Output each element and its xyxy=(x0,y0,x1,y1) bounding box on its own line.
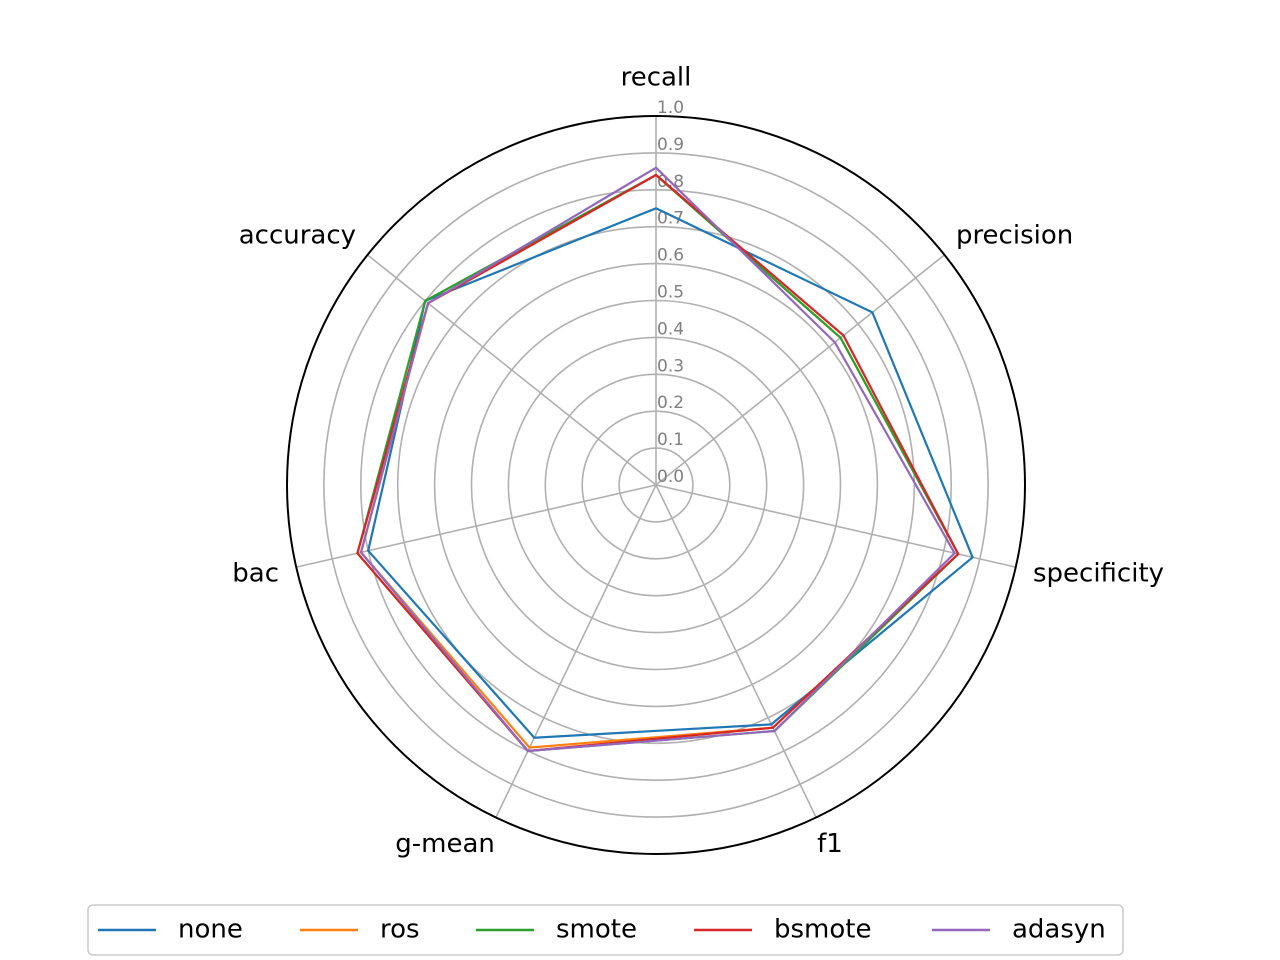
axis-label-f1: f1 xyxy=(817,829,843,859)
legend-frame xyxy=(87,904,1124,956)
tick-label: 0.0 xyxy=(657,467,684,487)
legend-label-adasyn: adasyn xyxy=(1012,915,1106,945)
legend-label-none: none xyxy=(178,915,243,945)
radar-series xyxy=(356,166,974,753)
spoke-precision xyxy=(655,254,945,486)
tick-label: 0.3 xyxy=(657,356,684,376)
tick-label: 0.1 xyxy=(657,430,684,450)
series-none xyxy=(367,207,974,739)
tick-label: 0.6 xyxy=(657,246,684,266)
spoke-bac xyxy=(296,484,657,568)
tick-label: 0.5 xyxy=(657,283,684,303)
spoke-accuracy xyxy=(367,254,657,486)
legend-label-bsmote: bsmote xyxy=(774,915,871,945)
tick-label: 0.2 xyxy=(657,393,684,413)
axis-label-specificity: specificity xyxy=(1033,558,1164,588)
axis-label-precision: precision xyxy=(956,221,1073,251)
tick-label: 1.0 xyxy=(657,98,684,118)
series-adasyn xyxy=(359,166,956,753)
tick-label: 0.9 xyxy=(657,135,684,155)
radial-tick-labels: 0.00.10.20.30.40.50.60.70.80.91.0 xyxy=(657,98,684,487)
axis-label-bac: bac xyxy=(232,558,279,588)
spoke-specificity xyxy=(655,484,1016,568)
legend-label-smote: smote xyxy=(556,915,637,945)
tick-label: 0.7 xyxy=(657,209,684,229)
axis-label-accuracy: accuracy xyxy=(239,221,356,251)
spoke-g-mean xyxy=(495,484,657,818)
axis-label-g-mean: g-mean xyxy=(395,829,495,859)
axis-label-recall: recall xyxy=(621,63,692,93)
tick-label: 0.4 xyxy=(657,319,684,339)
radar-spokes xyxy=(296,116,1016,818)
legend-label-ros: ros xyxy=(380,915,420,945)
axis-labels: recall precision specificity f1 g-mean bac acc… xyxy=(232,63,1164,859)
outer-frame xyxy=(286,115,1026,855)
spoke-f1 xyxy=(655,484,817,818)
legend: none ros smote bsmote adasyn xyxy=(87,904,1124,956)
